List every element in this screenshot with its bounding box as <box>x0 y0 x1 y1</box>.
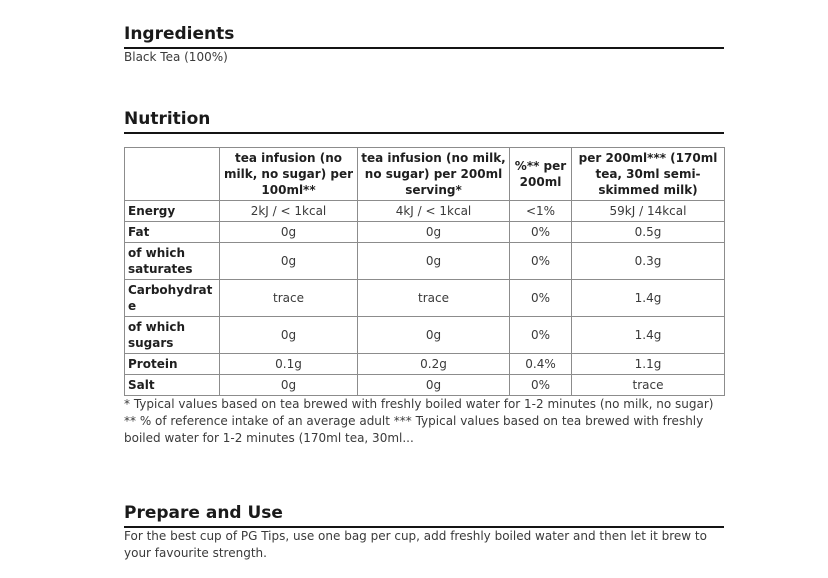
page-content: Ingredients Black Tea (100%) Nutrition t… <box>124 24 725 562</box>
cell-value: 0.5g <box>571 221 725 243</box>
cell-value: 0% <box>509 279 572 317</box>
cell-value: 1.4g <box>571 316 725 354</box>
cell-value: 0g <box>357 242 510 280</box>
cell-value: <1% <box>509 200 572 222</box>
cell-value: 0.4% <box>509 353 572 375</box>
cell-value: 0g <box>357 374 510 396</box>
cell-value: 0% <box>509 242 572 280</box>
row-label: Fat <box>124 221 220 243</box>
nutrition-table: tea infusion (no milk, no sugar) per 100… <box>124 147 725 396</box>
cell-value: 0.2g <box>357 353 510 375</box>
table-row-fat: Fat 0g 0g 0% 0.5g <box>124 221 725 243</box>
ingredients-section: Ingredients Black Tea (100%) <box>124 24 724 66</box>
table-row-carbohydrate: Carbohydrate trace trace 0% 1.4g <box>124 279 725 317</box>
row-label: of which saturates <box>124 242 220 280</box>
cell-value: 0% <box>509 316 572 354</box>
cell-value: 2kJ / < 1kcal <box>219 200 358 222</box>
prepare-section: Prepare and Use For the best cup of PG T… <box>124 503 724 562</box>
table-header-row: tea infusion (no milk, no sugar) per 100… <box>124 147 725 201</box>
cell-value: 0g <box>357 316 510 354</box>
cell-value: 0g <box>357 221 510 243</box>
cell-value: trace <box>219 279 358 317</box>
nutrition-footnote: * Typical values based on tea brewed wit… <box>124 397 714 445</box>
cell-value: trace <box>357 279 510 317</box>
cell-value: 0.1g <box>219 353 358 375</box>
table-row-protein: Protein 0.1g 0.2g 0.4% 1.1g <box>124 353 725 375</box>
table-row-salt: Salt 0g 0g 0% trace <box>124 374 725 396</box>
table-row-saturates: of which saturates 0g 0g 0% 0.3g <box>124 242 725 280</box>
col-header-per-200ml-with-milk: per 200ml*** (170ml tea, 30ml semi-skimm… <box>571 147 725 201</box>
row-label: Protein <box>124 353 220 375</box>
cell-value: 0g <box>219 221 358 243</box>
cell-value: 0g <box>219 316 358 354</box>
col-header-per-100ml: tea infusion (no milk, no sugar) per 100… <box>219 147 358 201</box>
cell-value: 0g <box>219 242 358 280</box>
row-label: Energy <box>124 200 220 222</box>
table-row-sugars: of which sugars 0g 0g 0% 1.4g <box>124 316 725 354</box>
table-row-energy: Energy 2kJ / < 1kcal 4kJ / < 1kcal <1% 5… <box>124 200 725 222</box>
cell-value: 0.3g <box>571 242 725 280</box>
cell-value: 1.4g <box>571 279 725 317</box>
prepare-heading: Prepare and Use <box>124 503 724 528</box>
prepare-text: For the best cup of PG Tips, use one bag… <box>124 529 707 560</box>
cell-value: 0g <box>219 374 358 396</box>
cell-value: 1.1g <box>571 353 725 375</box>
cell-value: 0% <box>509 221 572 243</box>
row-label: Carbohydrate <box>124 279 220 317</box>
cell-value: 59kJ / 14kcal <box>571 200 725 222</box>
col-header-percent-per-200ml: %** per 200ml <box>509 147 572 201</box>
nutrition-section: Nutrition tea infusion (no milk, no suga… <box>124 109 725 447</box>
cell-value: trace <box>571 374 725 396</box>
col-header-per-200ml-serving: tea infusion (no milk, no sugar) per 200… <box>357 147 510 201</box>
cell-value: 0% <box>509 374 572 396</box>
ingredients-text: Black Tea (100%) <box>124 50 228 64</box>
row-label: of which sugars <box>124 316 220 354</box>
cell-value: 4kJ / < 1kcal <box>357 200 510 222</box>
col-header-blank <box>124 147 220 201</box>
nutrition-heading: Nutrition <box>124 109 724 134</box>
row-label: Salt <box>124 374 220 396</box>
ingredients-heading: Ingredients <box>124 24 724 49</box>
